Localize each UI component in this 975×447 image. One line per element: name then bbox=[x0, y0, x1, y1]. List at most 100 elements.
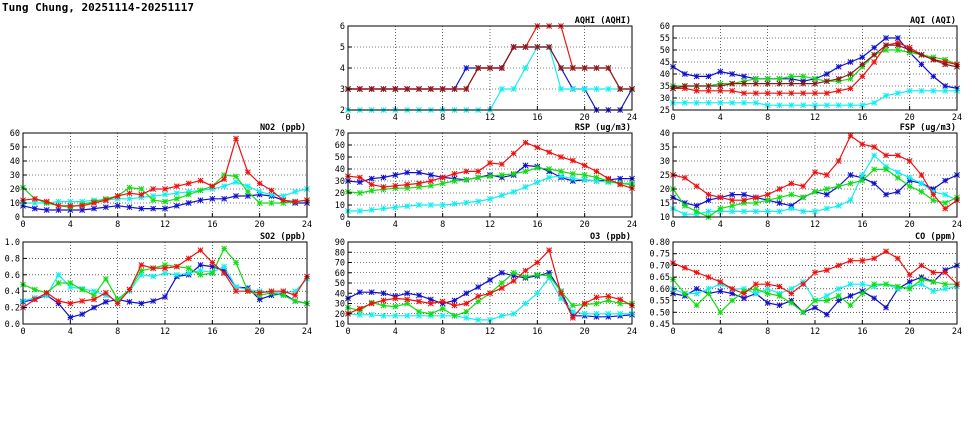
data-point bbox=[356, 311, 363, 318]
y-tick-label: 80 bbox=[335, 248, 345, 258]
data-point bbox=[173, 263, 180, 270]
data-point bbox=[835, 87, 842, 94]
data-point bbox=[847, 172, 854, 178]
data-point bbox=[883, 42, 889, 49]
data-point bbox=[593, 294, 600, 301]
data-point bbox=[380, 86, 387, 92]
y-tick-label: 0.0 bbox=[5, 320, 20, 330]
data-point bbox=[268, 288, 275, 295]
data-point bbox=[741, 73, 747, 80]
data-point bbox=[617, 296, 624, 303]
data-point bbox=[918, 61, 925, 68]
data-point bbox=[717, 194, 724, 201]
data-point bbox=[558, 295, 564, 302]
data-point bbox=[942, 205, 949, 212]
data-point bbox=[439, 174, 446, 181]
data-point bbox=[741, 208, 747, 215]
data-point bbox=[847, 197, 854, 204]
data-point bbox=[581, 300, 588, 307]
data-point bbox=[404, 290, 411, 297]
data-point bbox=[416, 292, 422, 299]
y-tick-label: 50 bbox=[335, 153, 345, 163]
data-point bbox=[812, 269, 818, 276]
data-point bbox=[764, 290, 771, 297]
data-point bbox=[185, 180, 192, 187]
data-point bbox=[451, 86, 458, 92]
data-point bbox=[162, 293, 168, 300]
data-point bbox=[693, 202, 700, 209]
data-point bbox=[593, 313, 600, 320]
data-point bbox=[79, 198, 86, 205]
x-tick-label: 0 bbox=[345, 113, 350, 123]
x-tick-label: 20 bbox=[580, 113, 590, 123]
y-tick-label: 60 bbox=[335, 269, 345, 279]
data-point bbox=[835, 292, 842, 299]
y-tick-label: 55 bbox=[660, 34, 670, 44]
y-tick-label: 0.65 bbox=[650, 273, 670, 283]
data-point bbox=[906, 87, 913, 94]
data-point bbox=[185, 265, 192, 272]
data-point bbox=[498, 285, 505, 292]
data-point bbox=[930, 188, 937, 195]
data-point bbox=[918, 51, 925, 58]
x-tick-label: 12 bbox=[485, 327, 495, 337]
data-point bbox=[510, 310, 517, 317]
data-point bbox=[823, 292, 830, 299]
data-point bbox=[918, 262, 925, 269]
data-point bbox=[617, 300, 624, 307]
data-point bbox=[930, 288, 937, 295]
data-point bbox=[368, 86, 375, 92]
data-point bbox=[91, 205, 97, 212]
data-point bbox=[705, 290, 712, 297]
x-tick-label: 16 bbox=[532, 220, 542, 230]
data-point bbox=[752, 285, 759, 292]
data-point bbox=[847, 85, 854, 92]
data-point bbox=[79, 298, 86, 304]
data-point bbox=[404, 185, 411, 192]
y-tick-label: 20 bbox=[335, 310, 345, 320]
data-point bbox=[823, 90, 830, 97]
data-point bbox=[534, 144, 541, 151]
data-point bbox=[693, 302, 700, 309]
x-tick-label: 16 bbox=[857, 220, 867, 230]
data-point bbox=[463, 290, 470, 297]
data-point bbox=[605, 86, 612, 92]
data-point bbox=[681, 71, 688, 77]
data-point bbox=[558, 168, 564, 175]
data-point bbox=[439, 312, 446, 319]
data-point bbox=[693, 87, 700, 94]
y-tick-label: 10 bbox=[660, 213, 670, 223]
data-point bbox=[487, 316, 493, 323]
data-point bbox=[221, 195, 228, 202]
data-point bbox=[209, 195, 216, 202]
data-point bbox=[812, 297, 818, 304]
x-tick-label: 20 bbox=[905, 113, 915, 123]
data-point bbox=[835, 297, 842, 304]
data-point bbox=[392, 204, 399, 211]
data-point bbox=[847, 302, 854, 309]
data-point bbox=[812, 75, 818, 82]
data-point bbox=[569, 302, 576, 309]
data-point bbox=[510, 86, 517, 92]
data-point bbox=[510, 44, 517, 50]
data-point bbox=[800, 73, 807, 80]
data-point bbox=[292, 288, 299, 295]
data-point bbox=[475, 316, 482, 323]
data-point bbox=[475, 293, 482, 300]
x-tick-label: 16 bbox=[207, 327, 217, 337]
data-point bbox=[942, 83, 949, 89]
data-point bbox=[380, 302, 387, 309]
data-point bbox=[558, 86, 564, 92]
data-point bbox=[693, 211, 700, 218]
data-point bbox=[717, 87, 724, 94]
data-point bbox=[930, 197, 937, 204]
data-point bbox=[894, 255, 901, 262]
data-point bbox=[942, 191, 949, 198]
data-point bbox=[800, 309, 807, 316]
x-tick-label: 4 bbox=[68, 220, 73, 230]
data-point bbox=[380, 184, 387, 190]
data-point bbox=[617, 86, 624, 92]
chart-title: RSP (ug/m3) bbox=[575, 123, 631, 133]
y-tick-label: 15 bbox=[660, 199, 670, 209]
page-title: Tung Chung, 20251114-20251117 bbox=[2, 1, 195, 14]
